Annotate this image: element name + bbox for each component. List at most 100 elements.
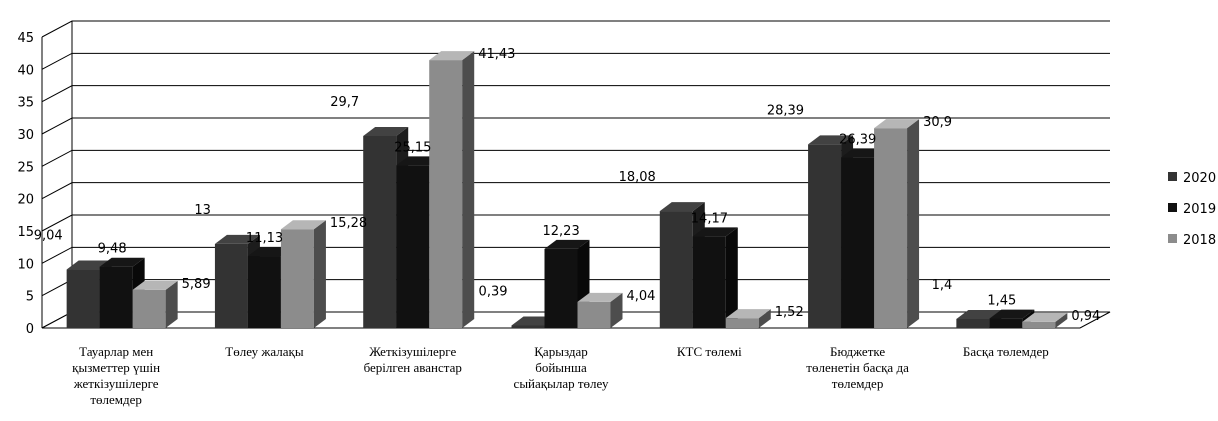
bar-front bbox=[544, 248, 578, 328]
bar-top bbox=[544, 239, 590, 249]
y-tick-label: 30 bbox=[17, 128, 34, 143]
bar-side bbox=[758, 309, 771, 328]
y-tick-label: 10 bbox=[17, 257, 34, 272]
data-label: 15,28 bbox=[330, 216, 367, 231]
bar-top bbox=[692, 227, 738, 237]
x-tick-label: жеткізушілерге bbox=[73, 376, 159, 391]
data-label: 0,39 bbox=[479, 284, 508, 299]
data-labels: 9,04 9,48 5,89 13 11,13 15,28 29,7 25,15 41,43 0,… bbox=[34, 47, 1101, 324]
x-tick-label: сыйақылар төлеу bbox=[514, 376, 609, 391]
data-label: 9,04 bbox=[34, 229, 63, 244]
bar bbox=[280, 220, 326, 328]
bar-side bbox=[907, 119, 920, 329]
x-tick-label: төленетін басқа да bbox=[806, 360, 909, 375]
data-label: 18,08 bbox=[619, 170, 656, 185]
x-tick-label: төлемдер bbox=[832, 376, 884, 391]
bar-front bbox=[66, 269, 100, 328]
x-tick-label: берілген аванстар bbox=[364, 360, 462, 375]
data-label: 14,17 bbox=[691, 211, 728, 226]
data-label: 0,94 bbox=[1071, 309, 1100, 324]
bar-top bbox=[99, 257, 145, 267]
x-tick-label: Басқа төлемдер bbox=[963, 344, 1049, 359]
bar-side bbox=[1055, 312, 1068, 328]
bar bbox=[429, 51, 475, 328]
data-label: 28,39 bbox=[767, 103, 804, 118]
x-tick-label: Бюджетке bbox=[830, 344, 885, 359]
legend-label: 2019 bbox=[1183, 202, 1216, 217]
data-label: 12,23 bbox=[543, 224, 580, 239]
bar-top bbox=[659, 202, 705, 212]
bar-front bbox=[725, 318, 759, 328]
bar-front bbox=[99, 266, 133, 328]
bar-top bbox=[956, 309, 1002, 319]
bar-front bbox=[874, 128, 908, 328]
bar-front bbox=[659, 211, 693, 328]
bar bbox=[544, 239, 590, 328]
data-label: 41,43 bbox=[478, 47, 515, 62]
gridline bbox=[41, 20, 1110, 38]
y-tick-label: 15 bbox=[17, 225, 34, 240]
legend-label: 2018 bbox=[1183, 233, 1216, 248]
bar-top bbox=[874, 119, 920, 129]
bar-front bbox=[692, 236, 726, 328]
data-label: 1,45 bbox=[987, 294, 1016, 309]
bar-front bbox=[808, 144, 842, 328]
gridline bbox=[41, 182, 1110, 200]
bar-top bbox=[989, 309, 1035, 319]
bar-front bbox=[956, 318, 990, 328]
data-label: 13 bbox=[194, 203, 211, 218]
x-tick-label: Тауарлар мен bbox=[79, 344, 153, 359]
data-label: 30,9 bbox=[923, 115, 952, 130]
x-tick-label: Төлеу жалақы bbox=[225, 344, 304, 359]
x-tick-label: Жеткізушілерге bbox=[369, 344, 456, 359]
bar-front bbox=[511, 325, 545, 328]
bar-top bbox=[214, 234, 260, 244]
y-tick-label: 5 bbox=[26, 290, 34, 305]
x-tick-label: Қарыздар bbox=[534, 344, 587, 359]
legend-swatch bbox=[1168, 234, 1177, 243]
bar-top bbox=[725, 309, 771, 319]
bar bbox=[692, 227, 738, 328]
legend-swatch bbox=[1168, 172, 1177, 181]
bar-top bbox=[280, 220, 326, 230]
bar bbox=[874, 119, 920, 329]
bar-top bbox=[808, 135, 854, 145]
y-tick-label: 40 bbox=[17, 63, 34, 78]
bar-side bbox=[165, 280, 178, 328]
bar-top bbox=[132, 280, 178, 290]
x-tick-label: бойынша bbox=[535, 360, 587, 375]
gridline bbox=[41, 85, 1110, 103]
x-tick-label: қызметтер үшін bbox=[72, 360, 160, 375]
y-tick-label: 25 bbox=[17, 160, 34, 175]
bar-front bbox=[1022, 321, 1056, 328]
data-label: 1,52 bbox=[775, 305, 804, 320]
gridline bbox=[41, 149, 1110, 167]
bar-front bbox=[247, 256, 281, 328]
x-tick-label: КТС төлемі bbox=[677, 344, 742, 359]
y-tick-label: 20 bbox=[17, 193, 34, 208]
bar-top bbox=[429, 51, 475, 61]
bar-front bbox=[396, 165, 430, 328]
data-label: 4,04 bbox=[627, 289, 656, 304]
bar-side bbox=[313, 220, 326, 328]
y-tick-label: 35 bbox=[17, 96, 34, 111]
bar-side bbox=[725, 227, 738, 328]
bar-top bbox=[577, 292, 623, 302]
bar-side bbox=[610, 292, 623, 328]
data-label: 1,4 bbox=[932, 278, 953, 293]
bar bbox=[725, 309, 771, 328]
data-label: 5,89 bbox=[182, 277, 211, 292]
bar-front bbox=[989, 318, 1023, 328]
bar-front bbox=[429, 60, 463, 328]
bar-side bbox=[462, 51, 475, 328]
bar bbox=[577, 292, 623, 328]
data-label: 11,13 bbox=[246, 231, 283, 246]
data-label: 26,39 bbox=[839, 132, 876, 147]
legend-label: 2020 bbox=[1183, 171, 1216, 186]
gridline bbox=[41, 52, 1110, 70]
data-label: 25,15 bbox=[394, 140, 431, 155]
data-label: 29,7 bbox=[330, 95, 359, 110]
bar-top bbox=[363, 126, 409, 136]
bar bbox=[1022, 312, 1068, 328]
